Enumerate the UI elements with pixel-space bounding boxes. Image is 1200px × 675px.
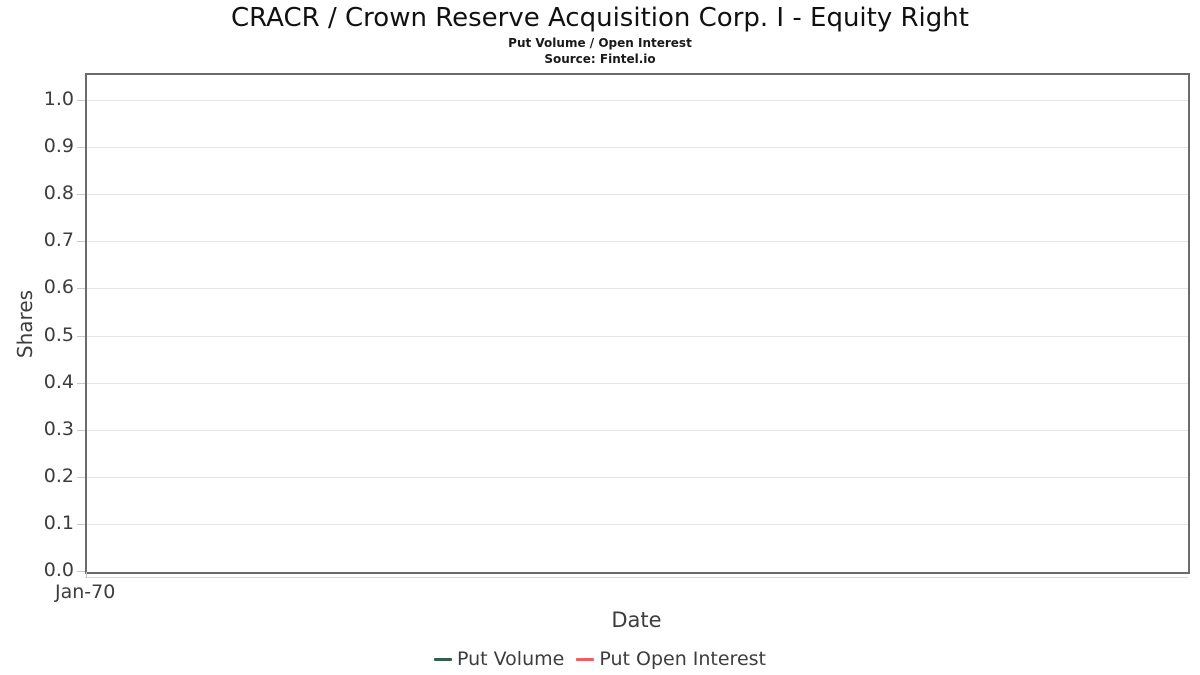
y-tick-mark (77, 429, 85, 431)
y-tick-label: 0.9 (43, 135, 74, 158)
gridline (87, 476, 1188, 478)
y-tick-mark (77, 147, 85, 149)
y-tick-label: 0.4 (43, 370, 74, 393)
legend-line-marker (576, 657, 595, 661)
gridline (87, 241, 1188, 243)
gridline (87, 429, 1188, 431)
gridline (87, 100, 1188, 101)
chart-source-caption: Source: Fintel.io (544, 52, 656, 66)
y-tick-label: 0.2 (43, 464, 74, 487)
gridline (87, 288, 1188, 290)
gridline (87, 523, 1188, 525)
x-axis-title: Date (611, 608, 662, 632)
x-axis-line (85, 577, 1188, 578)
x-tick-mark (86, 572, 87, 578)
y-tick-mark (77, 335, 85, 337)
legend-label: Put Volume (457, 648, 565, 670)
y-tick-mark (77, 571, 85, 572)
y-tick-mark (77, 382, 85, 384)
y-tick-label: 0.5 (43, 323, 74, 346)
gridline (87, 382, 1188, 384)
chart-title: CRACR / Crown Reserve Acquisition Corp. … (231, 3, 969, 33)
gridline (87, 335, 1188, 337)
y-tick-label: 0.8 (43, 182, 74, 205)
gridline (87, 194, 1188, 196)
plot-area (85, 73, 1190, 574)
x-tick-label: Jan-70 (55, 581, 116, 603)
y-tick-mark (77, 241, 85, 243)
y-tick-label: 1.0 (43, 88, 74, 110)
legend-line-marker (434, 657, 452, 661)
y-tick-label: 0.7 (43, 229, 74, 252)
y-tick-label: 0.1 (43, 511, 74, 534)
y-tick-label: 0.3 (43, 417, 74, 440)
legend-item-put-open-interest[interactable]: Put Open Interest (576, 648, 766, 670)
y-tick-mark (77, 476, 85, 478)
y-tick-mark (77, 288, 85, 290)
legend-item-put-volume[interactable]: Put Volume (434, 648, 564, 670)
chart-subtitle: Put Volume / Open Interest (508, 36, 692, 50)
y-tick-mark (77, 100, 85, 101)
legend-label: Put Open Interest (599, 648, 766, 670)
gridline (87, 147, 1188, 149)
legend: Put Volume Put Open Interest (0, 646, 1200, 672)
y-tick-mark (77, 194, 85, 196)
y-tick-mark (77, 523, 85, 525)
y-tick-label: 0.6 (43, 276, 74, 299)
y-tick-label: 0.0 (43, 559, 74, 581)
